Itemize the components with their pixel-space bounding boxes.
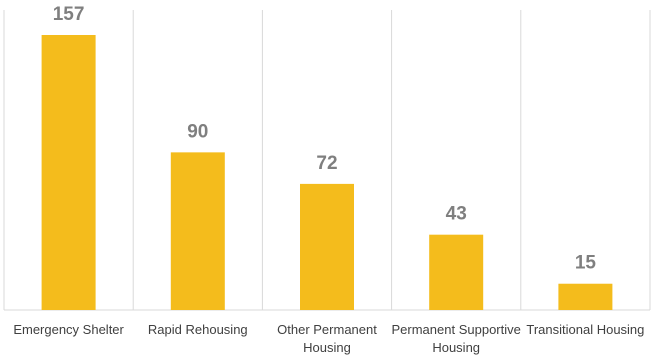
x-tick-label: Rapid Rehousing — [147, 322, 248, 337]
value-label: 157 — [53, 4, 85, 25]
value-label: 90 — [187, 121, 208, 142]
value-label: 43 — [446, 204, 467, 225]
value-label: 72 — [316, 153, 337, 174]
x-tick-label: Permanent Supportive Housing — [391, 322, 521, 355]
bar — [300, 183, 354, 310]
bar — [41, 35, 96, 310]
x-tick-label: Emergency Shelter — [13, 322, 124, 337]
bar — [170, 152, 225, 310]
bar — [429, 234, 484, 310]
value-label: 15 — [575, 253, 597, 274]
x-tick-label: Other Permanent Housing — [277, 322, 377, 355]
x-tick-label: Transitional Housing — [526, 322, 645, 337]
bar — [558, 283, 613, 310]
